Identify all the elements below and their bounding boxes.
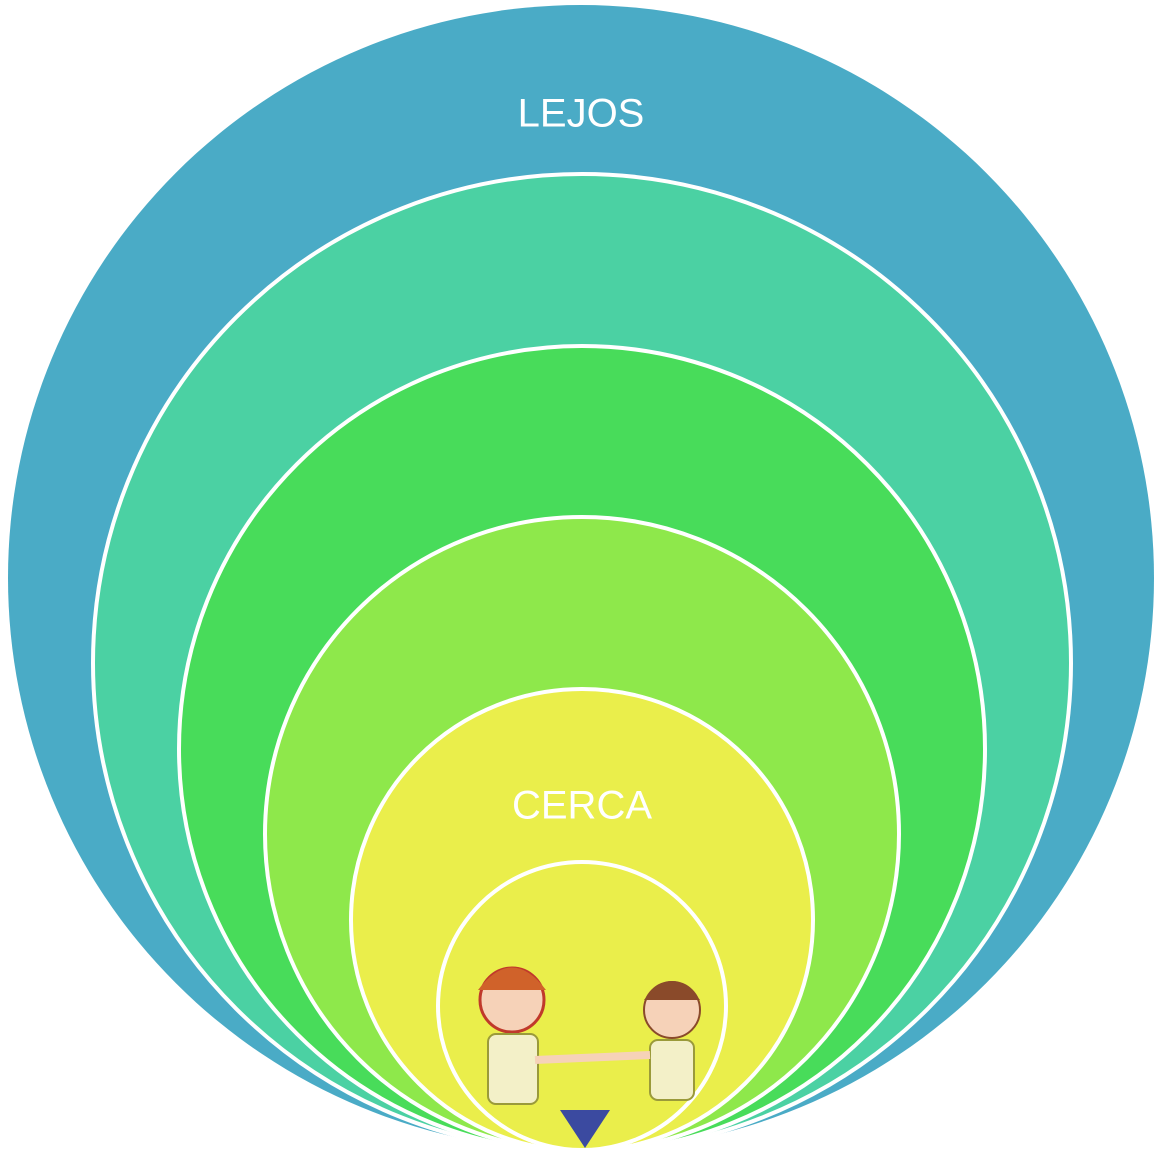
diagram: LEJOS CERCA [0,0,1155,1152]
inner-label: CERCA [512,784,652,828]
page: LEJOS CERCA (() => { const data = JSON.p… [0,0,1155,1152]
outer-label: LEJOS [518,92,645,136]
